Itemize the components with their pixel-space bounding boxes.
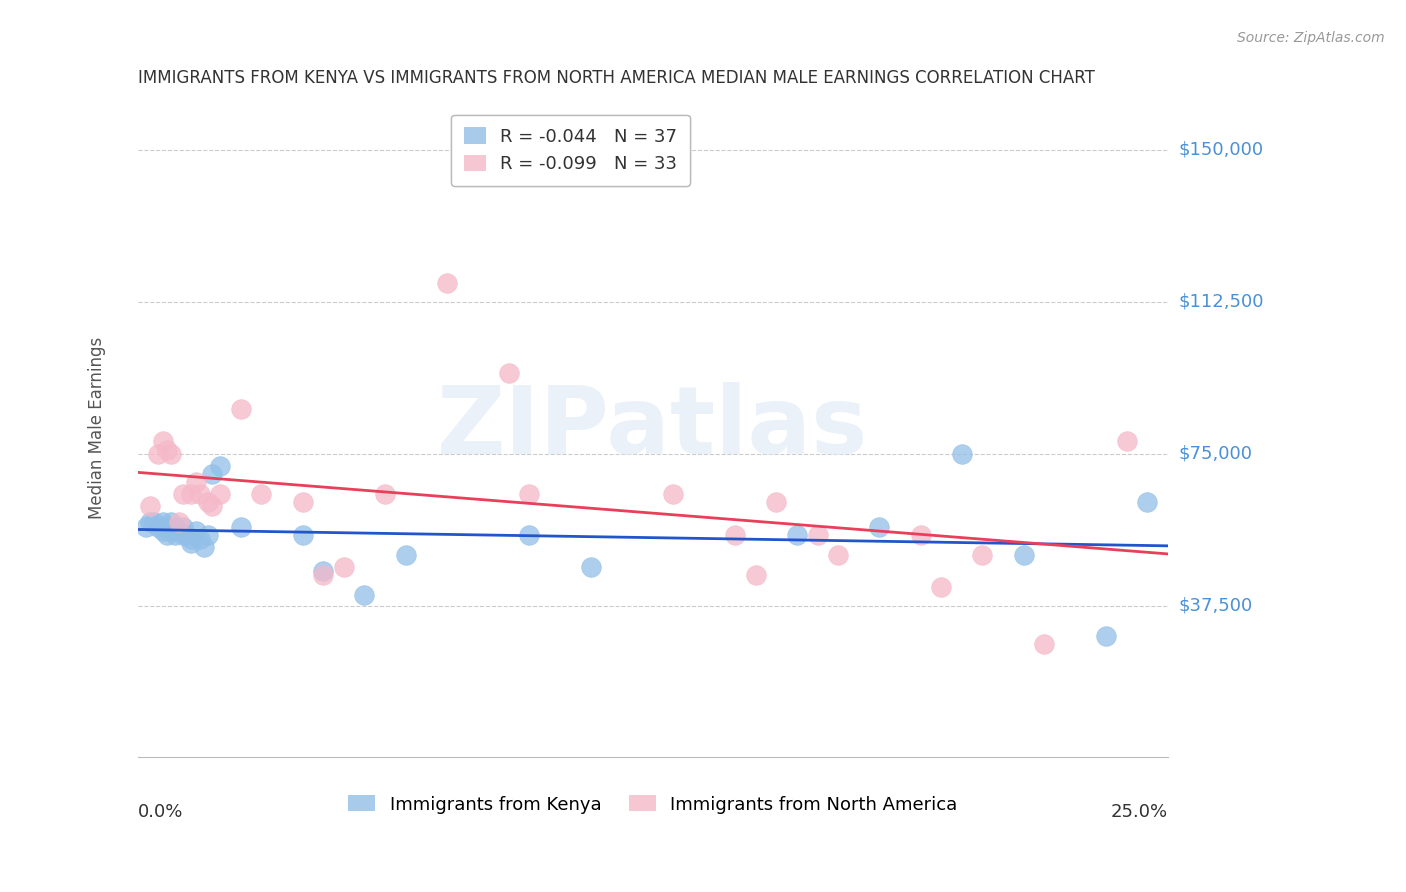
Point bbox=[498, 366, 520, 380]
Point bbox=[209, 487, 232, 501]
Point bbox=[724, 527, 747, 541]
Legend: R = -0.044   N = 37, R = -0.099   N = 33: R = -0.044 N = 37, R = -0.099 N = 33 bbox=[451, 115, 690, 186]
Point bbox=[517, 487, 540, 501]
Point bbox=[172, 519, 194, 533]
Point bbox=[184, 524, 207, 538]
Point bbox=[1033, 637, 1056, 651]
Point bbox=[250, 487, 273, 501]
Point bbox=[152, 516, 174, 530]
Point bbox=[312, 564, 335, 578]
Point bbox=[152, 434, 174, 449]
Point bbox=[176, 527, 198, 541]
Point bbox=[950, 447, 973, 461]
Point bbox=[184, 475, 207, 489]
Point bbox=[353, 588, 375, 602]
Point bbox=[869, 519, 891, 533]
Point bbox=[662, 487, 685, 501]
Point bbox=[765, 495, 787, 509]
Point bbox=[167, 516, 190, 530]
Point bbox=[188, 487, 211, 501]
Point bbox=[395, 548, 418, 562]
Point bbox=[436, 277, 458, 291]
Point bbox=[135, 519, 157, 533]
Text: $150,000: $150,000 bbox=[1180, 141, 1264, 159]
Point bbox=[291, 495, 314, 509]
Point bbox=[163, 519, 186, 533]
Text: Source: ZipAtlas.com: Source: ZipAtlas.com bbox=[1237, 31, 1385, 45]
Point bbox=[201, 467, 224, 481]
Point bbox=[143, 516, 166, 530]
Point bbox=[197, 527, 219, 541]
Point bbox=[209, 458, 232, 473]
Point bbox=[827, 548, 849, 562]
Text: IMMIGRANTS FROM KENYA VS IMMIGRANTS FROM NORTH AMERICA MEDIAN MALE EARNINGS CORR: IMMIGRANTS FROM KENYA VS IMMIGRANTS FROM… bbox=[138, 69, 1095, 87]
Point bbox=[172, 527, 194, 541]
Point bbox=[312, 568, 335, 582]
Point bbox=[579, 560, 602, 574]
Point bbox=[139, 516, 162, 530]
Point bbox=[139, 500, 162, 514]
Point bbox=[745, 568, 768, 582]
Text: $37,500: $37,500 bbox=[1180, 597, 1253, 615]
Point bbox=[180, 532, 202, 546]
Text: 0.0%: 0.0% bbox=[138, 804, 183, 822]
Point bbox=[786, 527, 808, 541]
Point bbox=[1115, 434, 1137, 449]
Point bbox=[193, 540, 215, 554]
Point bbox=[910, 527, 932, 541]
Point bbox=[807, 527, 830, 541]
Text: $75,000: $75,000 bbox=[1180, 444, 1253, 463]
Point bbox=[167, 524, 190, 538]
Text: ZIPatlas: ZIPatlas bbox=[437, 383, 869, 475]
Point bbox=[148, 519, 170, 533]
Point bbox=[517, 527, 540, 541]
Point bbox=[374, 487, 396, 501]
Point bbox=[972, 548, 994, 562]
Point bbox=[291, 527, 314, 541]
Point bbox=[156, 442, 179, 457]
Point bbox=[180, 535, 202, 549]
Point bbox=[1136, 495, 1159, 509]
Point bbox=[333, 560, 356, 574]
Point bbox=[156, 527, 179, 541]
Point bbox=[160, 524, 183, 538]
Point bbox=[229, 402, 252, 417]
Point bbox=[1012, 548, 1035, 562]
Point bbox=[188, 532, 211, 546]
Text: Median Male Earnings: Median Male Earnings bbox=[87, 337, 105, 519]
Text: $112,500: $112,500 bbox=[1180, 293, 1264, 310]
Point bbox=[180, 487, 202, 501]
Point bbox=[201, 500, 224, 514]
Point bbox=[160, 516, 183, 530]
Point bbox=[229, 519, 252, 533]
Point bbox=[156, 519, 179, 533]
Point bbox=[160, 447, 183, 461]
Point bbox=[148, 447, 170, 461]
Point bbox=[929, 580, 952, 594]
Point bbox=[1095, 629, 1118, 643]
Point bbox=[163, 527, 186, 541]
Point bbox=[197, 495, 219, 509]
Point bbox=[172, 487, 194, 501]
Text: 25.0%: 25.0% bbox=[1111, 804, 1168, 822]
Point bbox=[152, 524, 174, 538]
